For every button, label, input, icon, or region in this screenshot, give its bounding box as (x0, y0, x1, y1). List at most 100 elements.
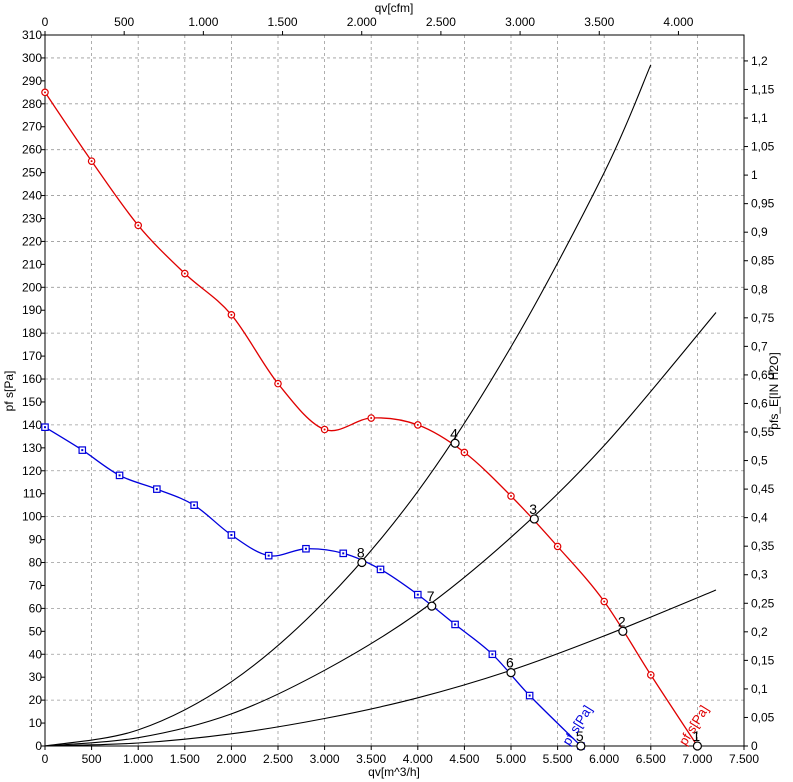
bottom-tick-label: 500 (82, 752, 102, 766)
operating-point-5 (576, 741, 586, 751)
left-tick-label: 160 (22, 372, 42, 386)
operating-point-label-1: 1 (692, 728, 700, 744)
right-tick-label: 0,65 (751, 368, 775, 382)
series-point-dot-1 (556, 545, 559, 548)
left-tick-label: 230 (22, 211, 42, 225)
left-tick-label: 190 (22, 303, 42, 317)
right-tick-label: 0,25 (751, 596, 775, 610)
series-point-dot-2 (454, 623, 457, 626)
left-tick-label: 120 (22, 464, 42, 478)
top-tick-label: 2.500 (426, 15, 456, 29)
plot-frame (44, 34, 745, 747)
bottom-tick-label: 1.000 (123, 752, 153, 766)
left-tick-label: 260 (22, 143, 42, 157)
left-tick-label: 90 (29, 533, 43, 547)
left-tick-label: 170 (22, 349, 42, 363)
bottom-tick-label: 6.500 (636, 752, 666, 766)
right-tick-label: 0,9 (751, 225, 768, 239)
top-tick-label: 1.500 (268, 15, 298, 29)
bottom-tick-label: 3.000 (310, 752, 340, 766)
bottom-tick-label: 5.000 (496, 752, 526, 766)
series-point-dot-1 (230, 313, 233, 316)
left-axis-ticks: 0 10 20 30 40 50 60 70 80 90 100 110 120 130 140 150 160… (22, 28, 45, 753)
right-tick-label: 0,2 (751, 625, 768, 639)
series-point-dot-1 (510, 495, 512, 498)
right-tick-label: 0,1 (751, 682, 768, 696)
x-axis-top-label: qv[cfm] (375, 1, 414, 15)
left-tick-label: 250 (22, 166, 42, 180)
bottom-tick-label: 4.500 (449, 752, 479, 766)
top-tick-label: 0 (42, 15, 49, 29)
operating-point-label-5: 5 (576, 728, 584, 744)
right-tick-label: 1,2 (751, 54, 768, 68)
right-tick-label: 0,85 (751, 254, 775, 268)
top-tick-label: 3.500 (584, 15, 614, 29)
top-axis-ticks: 0 500 1.000 1.500 2.000 2.500 3.000 3.500 4.000 (42, 15, 694, 35)
operating-point-label-8: 8 (357, 545, 365, 561)
right-tick-label: 1 (751, 168, 758, 182)
right-tick-label: 0,15 (751, 653, 775, 667)
series-point-dot-2 (528, 694, 531, 697)
left-tick-label: 270 (22, 120, 42, 134)
left-tick-label: 60 (29, 601, 43, 615)
right-tick-label: 0,4 (751, 511, 768, 525)
bottom-tick-label: 7.500 (729, 752, 759, 766)
series-point-dot-1 (137, 224, 140, 227)
bottom-tick-label: 5.500 (543, 752, 573, 766)
left-tick-label: 240 (22, 189, 42, 203)
operating-point-label-4: 4 (450, 425, 458, 441)
top-tick-label: 1.000 (188, 15, 218, 29)
series-point-dot-2 (44, 426, 46, 429)
operating-point-2 (618, 626, 628, 636)
series-group (41, 88, 702, 750)
system-curve-3 (44, 589, 717, 747)
series-point-dot-2 (304, 547, 307, 550)
series-point-dot-1 (603, 600, 606, 603)
right-tick-label: 0,05 (751, 710, 775, 724)
operating-points: 1 2 3 4 5 6 7 8 (357, 425, 703, 751)
series-point-dot-1 (277, 382, 279, 385)
series-point-dot-1 (183, 272, 186, 275)
series-point-dot-1 (44, 91, 46, 94)
left-tick-label: 210 (22, 257, 42, 271)
right-tick-label: 0,5 (751, 454, 768, 468)
series-point-dot-2 (81, 449, 84, 452)
series-point-dot-1 (416, 423, 419, 426)
right-tick-label: 0 (751, 739, 758, 753)
right-tick-label: 0,8 (751, 282, 768, 296)
operating-point-6 (506, 668, 516, 678)
top-tick-label: 3.000 (505, 15, 535, 29)
y-axis-right-label: pfs_E[IN H2O] (767, 352, 781, 429)
series-point-dot-2 (416, 593, 419, 596)
left-tick-label: 50 (29, 624, 43, 638)
bottom-axis-ticks: 0 500 1.000 1.500 2.000 2.500 3.000 3.500 4.000 4… (42, 746, 759, 766)
system-curves (44, 64, 717, 747)
right-tick-label: 0,35 (751, 539, 775, 553)
operating-point-label-6: 6 (506, 655, 514, 671)
top-tick-label: 2.000 (347, 15, 377, 29)
operating-point-4 (450, 438, 460, 448)
left-tick-label: 130 (22, 441, 42, 455)
right-tick-label: 1,1 (751, 111, 768, 125)
y-axis-left-label: pf s[Pa] (2, 371, 16, 412)
left-tick-label: 70 (29, 578, 43, 592)
series-point-dot-2 (230, 533, 233, 536)
left-tick-label: 100 (22, 510, 42, 524)
left-tick-label: 30 (29, 670, 43, 684)
operating-point-3 (529, 514, 539, 524)
system-curve-1 (44, 64, 652, 747)
left-tick-label: 290 (22, 74, 42, 88)
series-point-dot-2 (193, 504, 196, 507)
series-point-dot-2 (155, 488, 158, 491)
right-tick-label: 0,95 (751, 197, 775, 211)
bottom-tick-label: 6.000 (589, 752, 619, 766)
left-tick-label: 220 (22, 234, 42, 248)
operating-point-label-2: 2 (618, 613, 626, 629)
series-point-dot-1 (90, 160, 93, 163)
bottom-tick-label: 0 (42, 752, 49, 766)
operating-point-label-3: 3 (529, 501, 537, 517)
x-axis-bottom-label: qv[m^3/h] (368, 765, 420, 779)
bottom-tick-label: 7.000 (682, 752, 712, 766)
right-tick-label: 0,6 (751, 396, 768, 410)
left-tick-label: 180 (22, 326, 42, 340)
